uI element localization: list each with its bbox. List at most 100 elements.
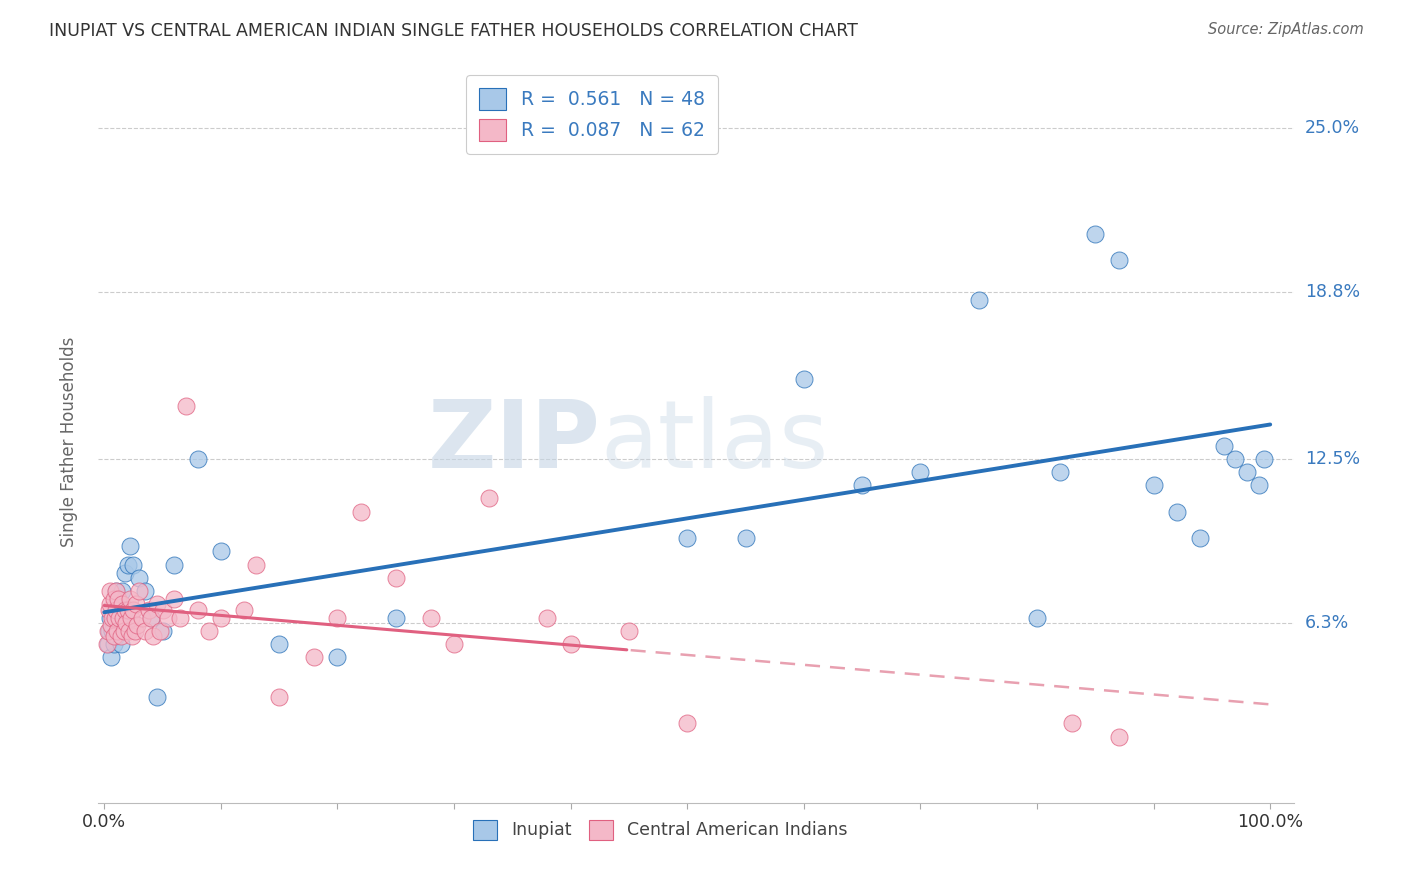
Point <box>105 602 128 616</box>
Point <box>233 602 256 616</box>
Point <box>302 650 325 665</box>
Point <box>910 465 932 479</box>
Point <box>98 597 121 611</box>
Point <box>104 602 127 616</box>
Point <box>111 584 134 599</box>
Point <box>107 592 129 607</box>
Point <box>1166 505 1188 519</box>
Text: 12.5%: 12.5% <box>1305 450 1360 467</box>
Point <box>157 610 180 624</box>
Point <box>134 584 156 599</box>
Point <box>536 610 558 624</box>
Point <box>163 558 186 572</box>
Point <box>384 610 406 624</box>
Point <box>209 544 232 558</box>
Point <box>108 597 131 611</box>
Point <box>125 597 148 611</box>
Point <box>1084 227 1107 241</box>
Point <box>118 624 141 638</box>
Text: 18.8%: 18.8% <box>1305 283 1360 301</box>
Point <box>110 637 132 651</box>
Point <box>245 558 267 572</box>
Point <box>1060 716 1083 731</box>
Point <box>111 597 134 611</box>
Point <box>114 566 136 580</box>
Point <box>139 610 162 624</box>
Point <box>1142 478 1164 492</box>
Point <box>269 690 291 704</box>
Point <box>101 624 124 638</box>
Point <box>122 602 145 616</box>
Point <box>186 451 208 466</box>
Point <box>100 650 122 665</box>
Point <box>1247 478 1270 492</box>
Point <box>967 293 990 307</box>
Point <box>186 602 208 616</box>
Point <box>104 584 127 599</box>
Point <box>97 602 120 616</box>
Point <box>419 610 441 624</box>
Point <box>676 531 699 545</box>
Point <box>1108 730 1130 744</box>
Point <box>98 584 121 599</box>
Point <box>169 610 191 624</box>
Point <box>104 584 127 599</box>
Legend: Inupiat, Central American Indians: Inupiat, Central American Indians <box>464 811 856 848</box>
Point <box>108 610 131 624</box>
Point <box>149 624 172 638</box>
Point <box>97 637 120 651</box>
Point <box>326 650 349 665</box>
Point <box>111 610 134 624</box>
Point <box>163 592 186 607</box>
Y-axis label: Single Father Households: Single Father Households <box>59 336 77 547</box>
Point <box>1236 465 1258 479</box>
Point <box>131 610 153 624</box>
Point <box>174 399 197 413</box>
Point <box>97 624 120 638</box>
Point <box>114 602 136 616</box>
Point <box>139 610 162 624</box>
Point <box>152 624 174 638</box>
Point <box>115 615 138 630</box>
Point <box>104 610 127 624</box>
Point <box>120 610 142 624</box>
Point <box>1189 531 1212 545</box>
Point <box>793 372 815 386</box>
Text: Source: ZipAtlas.com: Source: ZipAtlas.com <box>1208 22 1364 37</box>
Point <box>478 491 501 506</box>
Point <box>112 624 135 638</box>
Point <box>676 716 699 731</box>
Point <box>209 610 232 624</box>
Point <box>103 629 125 643</box>
Point <box>103 637 125 651</box>
Point <box>269 637 291 651</box>
Point <box>104 610 127 624</box>
Point <box>110 629 132 643</box>
Point <box>118 592 141 607</box>
Text: 6.3%: 6.3% <box>1305 614 1348 632</box>
Point <box>560 637 582 651</box>
Point <box>118 539 141 553</box>
Point <box>198 624 221 638</box>
Point <box>107 624 129 638</box>
Point <box>145 690 167 704</box>
Point <box>1108 253 1130 268</box>
Point <box>145 597 167 611</box>
Point <box>384 571 406 585</box>
Text: atlas: atlas <box>600 395 828 488</box>
Point <box>1225 451 1247 466</box>
Point <box>117 558 139 572</box>
Point <box>138 602 160 616</box>
Text: 25.0%: 25.0% <box>1305 119 1360 136</box>
Point <box>134 624 156 638</box>
Point <box>125 618 148 632</box>
Point <box>734 531 756 545</box>
Point <box>326 610 349 624</box>
Point <box>1049 465 1071 479</box>
Point <box>443 637 465 651</box>
Point <box>105 624 128 638</box>
Point <box>101 610 124 624</box>
Point <box>152 602 174 616</box>
Point <box>617 624 640 638</box>
Point <box>1253 451 1275 466</box>
